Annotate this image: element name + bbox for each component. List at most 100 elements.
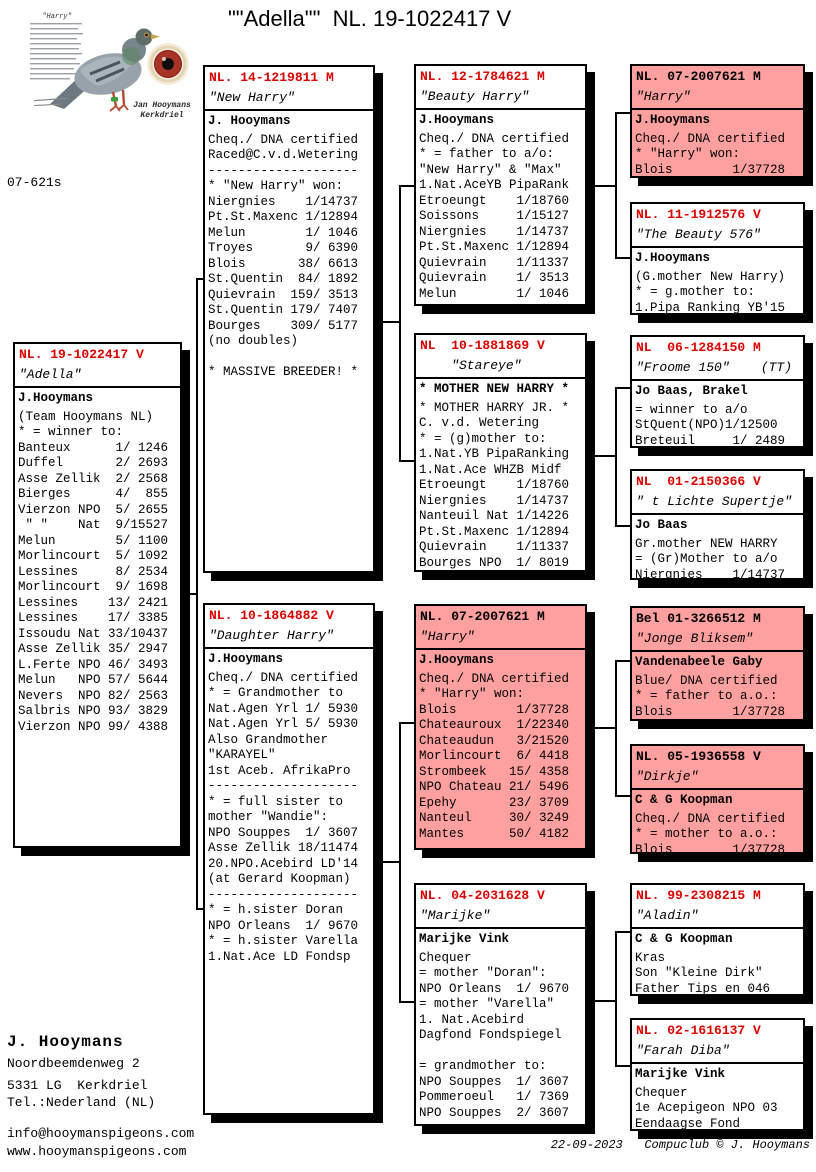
signature-scribble	[34, 97, 69, 107]
ring-number: NL. 19-1022417 V	[19, 347, 144, 362]
pigeon-illustration	[50, 28, 160, 112]
box-body: Kras Son "Kleine Dirk" Father Tips en 04…	[635, 950, 771, 996]
box-body: Cheq./ DNA certified * "Harry" won: Bloi…	[635, 131, 786, 177]
box-header: NL. 12-1784621 M "Beauty Harry"	[416, 66, 585, 110]
connector-line	[615, 257, 632, 259]
photo-caption-name: Jan Hooymans	[133, 101, 191, 110]
box-header: NL. 07-2007621 M "Harry"	[632, 66, 803, 110]
connector-line	[615, 525, 632, 527]
eye-closeup-icon	[147, 43, 189, 85]
ring-number: NL. 07-2007621 M	[636, 69, 761, 84]
results-card-lines	[30, 23, 84, 80]
box-header: NL. 05-1936558 V "Dirkje"	[632, 746, 803, 790]
box-header: NL 06-1284150 M "Froome 150" (TT)	[632, 337, 803, 381]
pigeon-name: "Harry"	[636, 89, 691, 104]
connector-line	[615, 1065, 632, 1067]
connector-line	[615, 795, 632, 797]
pedigree-box-jonge-bliksem: Bel 01-3266512 M "Jonge Bliksem" Vandena…	[630, 606, 805, 721]
box-header: NL. 04-2031628 V "Marijke"	[416, 885, 585, 929]
owner-line: Vandenabeele Gaby	[635, 655, 763, 669]
pigeon-name: "Aladin"	[636, 908, 699, 923]
box-body: Blue/ DNA certified * = father to a.o.: …	[635, 673, 786, 719]
pigeon-name: "The Beauty 576"	[636, 227, 761, 242]
box-header: NL. 10-1864882 V "Daughter Harry"	[205, 605, 373, 649]
ring-number: NL 01-2150366 V	[636, 474, 761, 489]
box-header: NL. 99-2308215 M "Aladin"	[632, 885, 803, 929]
owner-line: C & G Koopman	[635, 793, 733, 807]
ring-number: NL. 99-2308215 M	[636, 888, 761, 903]
owner-line: J.Hooymans	[419, 653, 495, 667]
pedigree-box-the-beauty-576: NL. 11-1912576 V "The Beauty 576" J.Hooy…	[630, 202, 805, 315]
pigeon-name: " t Lichte Supertje"	[636, 494, 793, 509]
box-body: * MOTHER HARRY JR. * C. v.d. Wetering * …	[419, 400, 570, 570]
pigeon-name: "Marijke"	[420, 908, 491, 923]
connector-line	[374, 861, 401, 863]
owner-line: J. Hooymans	[208, 114, 291, 128]
pigeon-name: "Farah Diba"	[636, 1043, 730, 1058]
photo-caption-city: Kerkdriel	[140, 111, 183, 120]
ring-number: NL 10-1881869 V	[420, 338, 545, 353]
pigeon-name: "Stareye"	[420, 358, 522, 373]
results-card-title: "Harry"	[42, 13, 71, 21]
pedigree-box-stareye: NL 10-1881869 V "Stareye" * MOTHER NEW H…	[414, 333, 587, 572]
ring-number: NL. 11-1912576 V	[636, 207, 761, 222]
pigeon-name: "Froome 150" (TT)	[636, 360, 793, 375]
footer-credit-sep	[623, 1138, 645, 1152]
owner-line: Marijke Vink	[635, 1067, 726, 1081]
connector-line	[586, 455, 617, 457]
connector-line	[374, 321, 401, 323]
leg-ring-band	[111, 97, 118, 102]
pedigree-box-froome-150: NL 06-1284150 M "Froome 150" (TT) Jo Baa…	[630, 335, 805, 448]
pigeon-name: "Beauty Harry"	[420, 89, 530, 104]
box-header: NL 10-1881869 V "Stareye"	[416, 335, 585, 379]
connector-line	[180, 593, 198, 595]
owner-line: Marijke Vink	[419, 932, 510, 946]
ring-number: NL 06-1284150 M	[636, 340, 761, 355]
box-header: NL. 19-1022417 V "Adella"	[15, 344, 180, 388]
connector-line	[615, 387, 617, 527]
owner-line: J.Hooymans	[18, 391, 94, 405]
box-body: Cheq./ DNA certified * = father to a/o: …	[419, 131, 570, 301]
connector-line	[196, 278, 205, 280]
owner-line: * MOTHER NEW HARRY *	[419, 382, 570, 396]
connector-line	[586, 185, 617, 187]
box-body: Gr.mother NEW HARRY = (Gr)Mother to a/o …	[635, 536, 786, 582]
pedigree-box-farah-diba: NL. 02-1616137 V "Farah Diba" Marijke Vi…	[630, 1018, 805, 1131]
pigeon-name: "New Harry"	[209, 90, 295, 105]
pigeon-name: "Harry"	[420, 629, 475, 644]
pedigree-box-dirkje: NL. 05-1936558 V "Dirkje" C & G Koopman …	[630, 744, 805, 857]
box-body: Chequer 1e Acepigeon NPO 03 Eendaagse Fo…	[635, 1085, 778, 1131]
pedigree-box-t-lichte-supertje: NL 01-2150366 V " t Lichte Supertje" Jo …	[630, 469, 805, 582]
owner-line: J.Hooymans	[419, 113, 495, 127]
ring-number: NL. 14-1219811 M	[209, 70, 334, 85]
connector-line	[399, 460, 416, 462]
ring-number: NL. 05-1936558 V	[636, 749, 761, 764]
box-body: = winner to a/o StQuent(NPO)1/12500 Bret…	[635, 402, 786, 448]
box-body: Cheq./ DNA certified * = mother to a.o.:…	[635, 811, 786, 857]
box-body: Chequer = mother "Doran": NPO Orleans 1/…	[419, 950, 570, 1120]
pigeon-name: "Dirkje"	[636, 769, 699, 784]
connector-line	[586, 727, 617, 729]
connector-line	[399, 185, 401, 462]
owner-line: Jo Baas	[635, 518, 688, 532]
pigeon-photo: "Harry"	[26, 10, 191, 120]
footer-website: www.hooymanspigeons.com	[7, 1144, 187, 1159]
box-header: NL. 02-1616137 V "Farah Diba"	[632, 1020, 803, 1064]
pedigree-box-harry: NL. 07-2007621 M "Harry" J.Hooymans Cheq…	[414, 604, 587, 850]
box-header: Bel 01-3266512 M "Jonge Bliksem"	[632, 608, 803, 652]
footer-address-country: Tel.:Nederland (NL)	[7, 1095, 156, 1110]
pedigree-box-harry-gen4: NL. 07-2007621 M "Harry" J.Hooymans Cheq…	[630, 64, 805, 178]
box-body: (G.mother New Harry) * = g.mother to: 1.…	[635, 269, 786, 315]
pedigree-box-daughter-harry: NL. 10-1864882 V "Daughter Harry" J.Hooy…	[203, 603, 375, 1115]
page-title: ""Adella"" NL. 19-1022417 V	[228, 6, 512, 31]
ring-number: Bel 01-3266512 M	[636, 611, 761, 626]
connector-line	[399, 722, 416, 724]
footer-date: 22-09-2023	[550, 1138, 623, 1152]
pigeon-name: "Daughter Harry"	[209, 628, 334, 643]
owner-line: Jo Baas, Brakel	[635, 384, 748, 398]
ring-number: NL. 12-1784621 M	[420, 69, 545, 84]
owner-line: C & G Koopman	[635, 932, 733, 946]
connector-line	[399, 1001, 416, 1003]
owner-line: J.Hooymans	[208, 652, 284, 666]
